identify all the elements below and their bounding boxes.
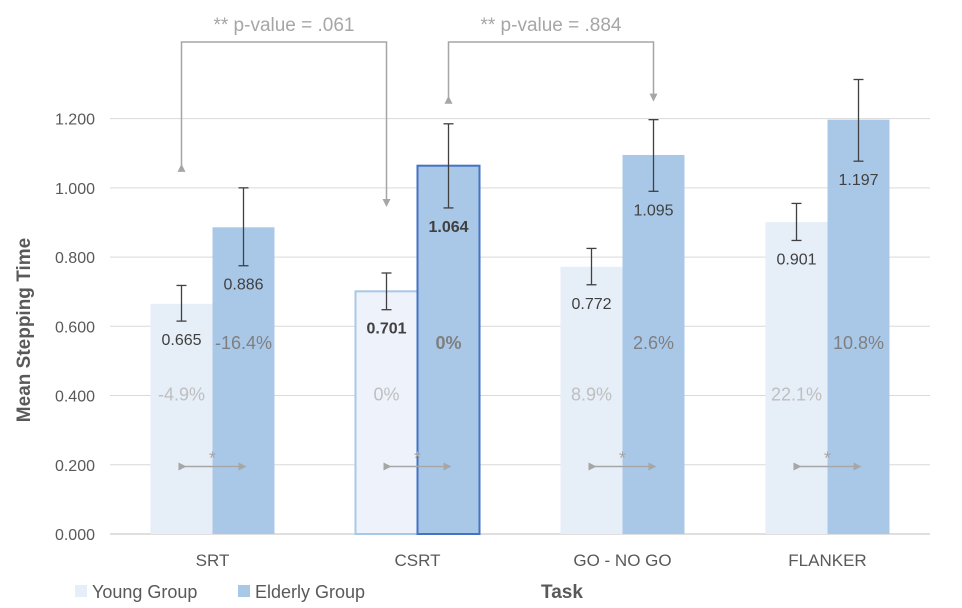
percent-label: -4.9% [158, 385, 205, 405]
percent-label: -16.4% [215, 333, 272, 353]
bar-elderly [416, 164, 481, 535]
percent-label: 0% [435, 333, 461, 353]
significance-marker: * [414, 449, 421, 469]
data-label: 0.701 [366, 321, 406, 338]
annotation-bracket [177, 41, 391, 207]
y-tick-label: 1.200 [55, 112, 95, 129]
percent-label: 2.6% [633, 333, 674, 353]
y-tick-label: 0.000 [55, 527, 95, 544]
y-axis-title: Mean Stepping Time [14, 238, 35, 422]
data-label: 0.901 [776, 251, 816, 268]
percent-label: 8.9% [571, 385, 612, 405]
x-tick-label: SRT [196, 551, 230, 570]
data-label: 0.886 [223, 277, 263, 294]
data-label: 0.665 [161, 332, 201, 349]
y-tick-label: 0.200 [55, 458, 95, 475]
data-label: 1.197 [838, 172, 878, 189]
annotation-label: ** p-value = .884 [480, 15, 621, 36]
bar-elderly [212, 227, 275, 535]
legend-label-elderly: Elderly Group [255, 582, 365, 602]
legend: Young Group Elderly Group [75, 582, 365, 602]
significance-marker: * [209, 449, 216, 469]
data-label: 1.064 [428, 219, 468, 236]
y-tick-label: 0.600 [55, 319, 95, 336]
y-tick-label: 0.800 [55, 250, 95, 267]
y-tick-label: 1.000 [55, 181, 95, 198]
legend-swatch-elderly [238, 585, 250, 597]
x-tick-label: CSRT [395, 551, 441, 570]
data-label: 0.772 [571, 296, 611, 313]
x-tick-label: GO - NO GO [573, 551, 671, 570]
x-axis-title: Task [541, 582, 583, 603]
annotation-label: ** p-value = .061 [213, 15, 354, 36]
percent-label: 22.1% [771, 385, 822, 405]
significance-marker: * [824, 449, 831, 469]
percent-label: 0% [373, 385, 399, 405]
bar-young [765, 222, 828, 534]
percent-label: 10.8% [833, 333, 884, 353]
bar-young [560, 266, 623, 534]
legend-label-young: Young Group [92, 582, 197, 602]
bar-young [150, 303, 213, 534]
x-tick-label: FLANKER [788, 551, 866, 570]
bar-elderly [622, 154, 685, 534]
y-tick-label: 0.400 [55, 389, 95, 406]
data-label: 1.095 [633, 202, 673, 219]
legend-swatch-young [75, 585, 87, 597]
significance-marker: * [619, 449, 626, 469]
annotation-bracket [444, 41, 658, 104]
